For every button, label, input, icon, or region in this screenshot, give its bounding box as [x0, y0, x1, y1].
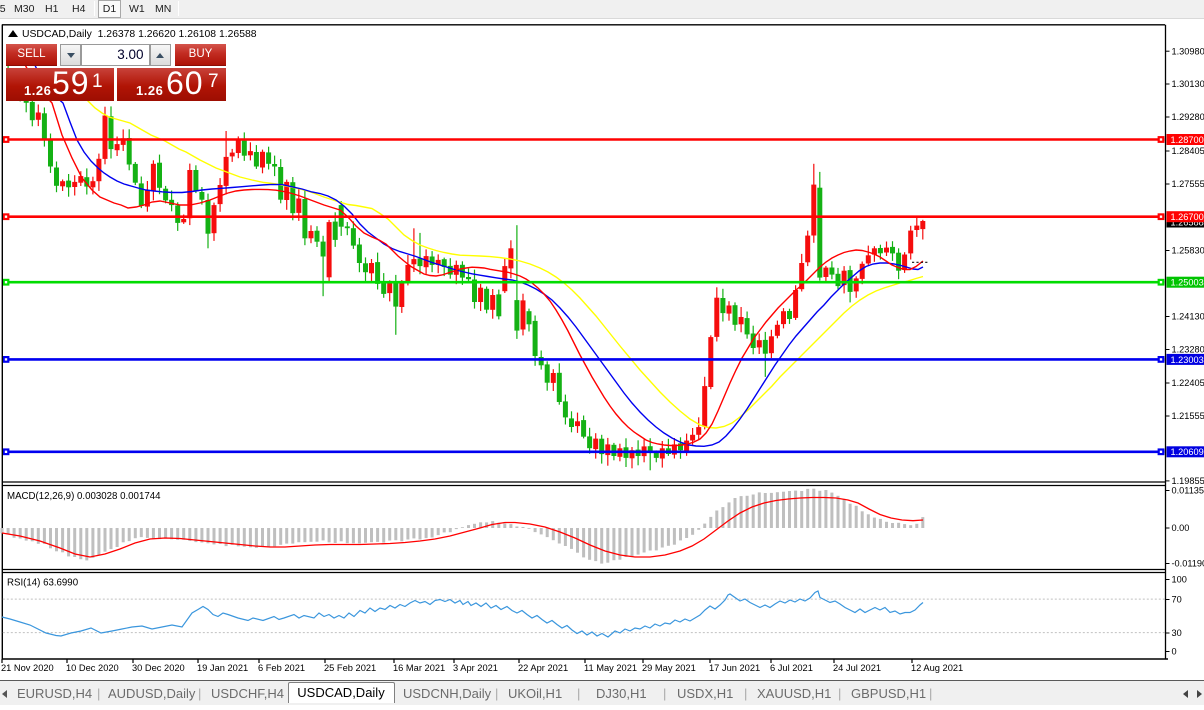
svg-text:6 Feb 2021: 6 Feb 2021: [258, 663, 305, 673]
svg-text:1.25003: 1.25003: [1171, 278, 1204, 288]
svg-text:0.00: 0.00: [1172, 523, 1190, 533]
svg-text:30: 30: [1172, 628, 1182, 638]
svg-text:1.23280: 1.23280: [1172, 345, 1204, 355]
svg-text:1.19855: 1.19855: [1172, 476, 1204, 486]
svg-text:0: 0: [1172, 647, 1177, 657]
svg-text:12 Aug 2021: 12 Aug 2021: [911, 663, 963, 673]
svg-text:1.22405: 1.22405: [1172, 378, 1204, 388]
svg-text:1.26700: 1.26700: [1171, 212, 1204, 222]
svg-text:1.29280: 1.29280: [1172, 112, 1204, 122]
svg-text:6 Jul 2021: 6 Jul 2021: [770, 663, 813, 673]
svg-text:16 Mar 2021: 16 Mar 2021: [393, 663, 445, 673]
svg-text:0.01135: 0.01135: [1172, 486, 1204, 496]
svg-text:MACD(12,26,9) 0.003028 0.00174: MACD(12,26,9) 0.003028 0.001744: [7, 491, 161, 502]
svg-text:1.25830: 1.25830: [1172, 246, 1204, 256]
svg-text:1.30980: 1.30980: [1172, 46, 1204, 56]
svg-text:21 Nov 2020: 21 Nov 2020: [1, 663, 54, 673]
svg-text:22 Apr 2021: 22 Apr 2021: [518, 663, 568, 673]
svg-text:1.30130: 1.30130: [1172, 79, 1204, 89]
svg-text:1.24130: 1.24130: [1172, 312, 1204, 322]
svg-text:1.28700: 1.28700: [1171, 135, 1204, 145]
svg-text:29 May 2021: 29 May 2021: [642, 663, 696, 673]
svg-text:10 Dec 2020: 10 Dec 2020: [66, 663, 119, 673]
svg-text:100: 100: [1172, 575, 1187, 585]
svg-text:70: 70: [1172, 595, 1182, 605]
svg-text:1.20609: 1.20609: [1171, 447, 1204, 457]
svg-text:RSI(14) 63.6990: RSI(14) 63.6990: [7, 578, 79, 589]
svg-text:30 Dec 2020: 30 Dec 2020: [132, 663, 185, 673]
svg-text:1.21555: 1.21555: [1172, 411, 1204, 421]
svg-text:25 Feb 2021: 25 Feb 2021: [324, 663, 376, 673]
svg-text:3 Apr 2021: 3 Apr 2021: [453, 663, 498, 673]
svg-text:1.23003: 1.23003: [1171, 355, 1204, 365]
svg-text:19 Jan 2021: 19 Jan 2021: [197, 663, 248, 673]
svg-text:-0.01190: -0.01190: [1172, 559, 1204, 569]
svg-text:1.27555: 1.27555: [1172, 179, 1204, 189]
svg-text:24 Jul 2021: 24 Jul 2021: [833, 663, 881, 673]
svg-text:17 Jun 2021: 17 Jun 2021: [709, 663, 760, 673]
svg-text:1.28405: 1.28405: [1172, 146, 1204, 156]
svg-text:11 May 2021: 11 May 2021: [584, 663, 637, 673]
